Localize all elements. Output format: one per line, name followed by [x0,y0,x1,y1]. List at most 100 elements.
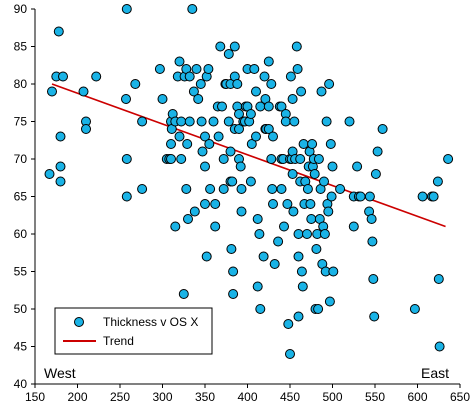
data-point [298,139,309,149]
data-point [44,169,55,179]
data-point [302,229,312,239]
data-point [269,259,280,269]
data-point [282,199,293,209]
tick-labels: 150 200 250 300 350 400 450 500 550 600 650 40 45 50 5… [14,2,471,404]
y-tick-label: 55 [14,265,28,279]
data-point [210,221,221,232]
data-point [377,124,388,134]
data-point [291,41,302,52]
x-tick-label: 400 [237,390,257,404]
trend-layer [51,83,446,228]
data-point [372,146,383,157]
data-point [364,191,375,202]
data-point [273,236,284,247]
y-tick-label: 45 [14,340,28,354]
data-point [335,184,346,194]
data-point [245,109,256,119]
data-point [313,304,324,314]
east-label: East [421,365,449,381]
data-point [81,124,91,134]
data-point [174,56,185,67]
data-point [355,191,366,202]
x-tick-label: 350 [195,390,215,404]
data-point [324,296,335,307]
data-point [319,176,329,187]
data-point [47,86,57,97]
data-point [279,221,289,232]
data-point [246,139,257,149]
data-point [137,116,148,127]
data-point [293,251,304,262]
data-point [409,304,420,314]
data-point [91,71,102,82]
data-point [166,154,176,164]
data-point [176,154,187,164]
data-point [283,319,294,329]
data-point [218,184,229,194]
y-tick-label: 60 [14,227,28,241]
data-point [178,289,189,299]
data-point [292,64,303,74]
data-point [266,154,277,164]
data-point [434,341,445,352]
data-point [157,94,168,104]
points-layer [44,4,454,359]
data-point [236,184,247,194]
data-point [204,139,215,149]
data-point [235,161,246,172]
west-label: West [44,365,76,381]
data-point [182,139,193,149]
legend-label-trend: Trend [103,334,134,348]
data-point [137,184,148,194]
y-tick-label: 65 [14,190,28,204]
data-point [217,101,227,112]
legend: Thickness v OS X Trend [54,307,213,355]
data-point [55,176,66,187]
x-tick-label: 600 [407,390,427,404]
data-point [443,154,454,164]
data-point [302,184,313,194]
data-point [289,116,300,127]
data-point [215,41,226,52]
data-point [228,266,239,277]
data-point [187,4,198,14]
y-tick-label: 90 [14,2,28,16]
data-point [306,214,317,224]
data-point [288,206,299,217]
data-point [252,281,263,292]
data-point [325,139,336,149]
y-tick-label: 85 [14,40,28,54]
data-point [218,154,229,164]
data-point [287,169,298,179]
data-point [197,146,208,157]
data-point [195,79,206,89]
data-point [130,79,141,89]
axes [31,8,461,388]
data-point [324,79,335,89]
data-point [200,199,210,209]
data-point [234,109,244,119]
data-point [170,221,181,232]
data-point [255,304,266,314]
data-point [327,161,338,172]
data-point [121,154,132,164]
data-point [184,71,195,82]
data-point [305,199,316,209]
data-point [251,131,261,142]
data-point [245,176,256,187]
data-point [258,251,269,262]
x-tick-label: 500 [322,390,342,404]
data-point [267,184,278,194]
data-point [53,26,64,37]
data-point [319,229,330,239]
data-point [276,184,287,194]
data-point [263,124,274,134]
data-point [55,131,66,142]
data-point [263,101,274,112]
data-point [296,266,307,277]
x-tick-label: 250 [110,390,130,404]
data-point [193,94,204,104]
data-point [285,71,296,82]
data-point [184,116,195,127]
